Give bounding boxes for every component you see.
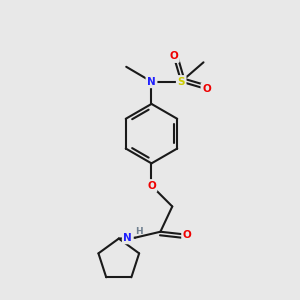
- Text: O: O: [169, 51, 178, 62]
- Text: O: O: [202, 84, 211, 94]
- Text: N: N: [147, 76, 156, 87]
- Text: O: O: [147, 181, 156, 191]
- Text: O: O: [183, 230, 191, 240]
- Text: H: H: [135, 227, 143, 236]
- Text: N: N: [123, 233, 132, 243]
- Text: S: S: [178, 76, 185, 87]
